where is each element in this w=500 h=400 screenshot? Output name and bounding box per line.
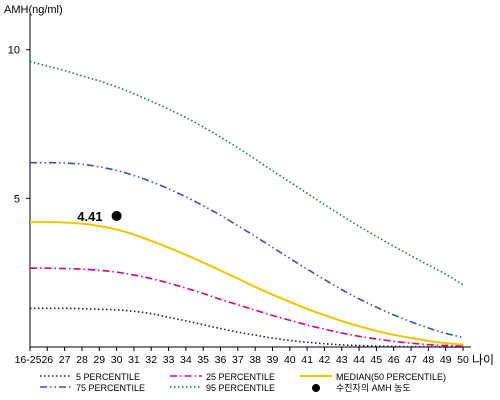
patient-amh-label: 4.41 xyxy=(77,209,102,224)
x-tick-label: 45 xyxy=(371,354,383,366)
series-line xyxy=(29,267,464,347)
y-tick-label: 5 xyxy=(14,193,20,205)
x-tick-label: 31 xyxy=(128,354,140,366)
series-line xyxy=(29,307,464,348)
legend-label: 95 PERCENTILE xyxy=(206,383,275,393)
x-tick-label: 16-25 xyxy=(15,354,42,366)
legend-label: 수진자의 AMH 농도 xyxy=(336,383,411,393)
x-tick-label: 36 xyxy=(215,354,227,366)
legend-marker xyxy=(312,384,320,392)
x-tick-label: 50 xyxy=(457,354,469,366)
x-tick-label: 42 xyxy=(319,354,331,366)
legend-label: MEDIAN(50 PERCENTILE) xyxy=(336,372,446,382)
x-tick-label: 26 xyxy=(41,354,53,366)
legend-label: 25 PERCENTILE xyxy=(206,372,275,382)
x-tick-label: 34 xyxy=(180,354,192,366)
series-line xyxy=(29,221,464,346)
x-tick-label: 43 xyxy=(336,354,348,366)
x-tick-label: 47 xyxy=(405,354,417,366)
x-tick-label: 40 xyxy=(284,354,296,366)
x-tick-label: 48 xyxy=(423,354,435,366)
x-tick-label: 49 xyxy=(440,354,452,366)
patient-amh-point xyxy=(111,210,122,221)
series-line xyxy=(29,161,464,339)
x-tick-label: 35 xyxy=(197,354,209,366)
legend-label: 5 PERCENTILE xyxy=(76,372,140,382)
y-tick-label: 10 xyxy=(8,45,20,57)
x-tick-label: 33 xyxy=(163,354,175,366)
series-line xyxy=(29,60,464,286)
x-tick-label: 32 xyxy=(145,354,157,366)
x-tick-label: 44 xyxy=(353,354,365,366)
x-tick-label: 46 xyxy=(388,354,400,366)
x-tick-label: 30 xyxy=(111,354,123,366)
x-tick-label: 28 xyxy=(76,354,88,366)
series-layer xyxy=(29,60,464,348)
annotation-layer: 4.41 xyxy=(77,209,122,224)
x-tick-label: 39 xyxy=(267,354,279,366)
x-tick-label: 41 xyxy=(301,354,313,366)
legend-label: 75 PERCENTILE xyxy=(76,383,145,393)
y-axis-title: AMH(ng/ml) xyxy=(4,4,63,16)
x-tick-label: 27 xyxy=(59,354,71,366)
x-tick-label: 37 xyxy=(232,354,244,366)
x-tick-label: 38 xyxy=(249,354,261,366)
x-axis-title: 나이 xyxy=(472,353,494,367)
x-tick-label: 29 xyxy=(93,354,105,366)
axes: 5 10 16-25 26 27 28 29 30 31 32 33 34 35 36 37 38 39 40 41… xyxy=(8,14,471,366)
